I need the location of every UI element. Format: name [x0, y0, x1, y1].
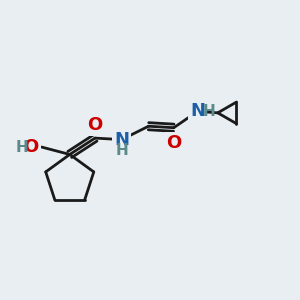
Text: H: H — [202, 104, 215, 119]
Text: O: O — [166, 134, 182, 152]
Text: H: H — [15, 140, 28, 154]
Text: O: O — [23, 138, 39, 156]
Text: H: H — [116, 143, 128, 158]
Text: N: N — [114, 130, 129, 148]
Text: N: N — [190, 102, 205, 120]
Text: O: O — [87, 116, 103, 134]
